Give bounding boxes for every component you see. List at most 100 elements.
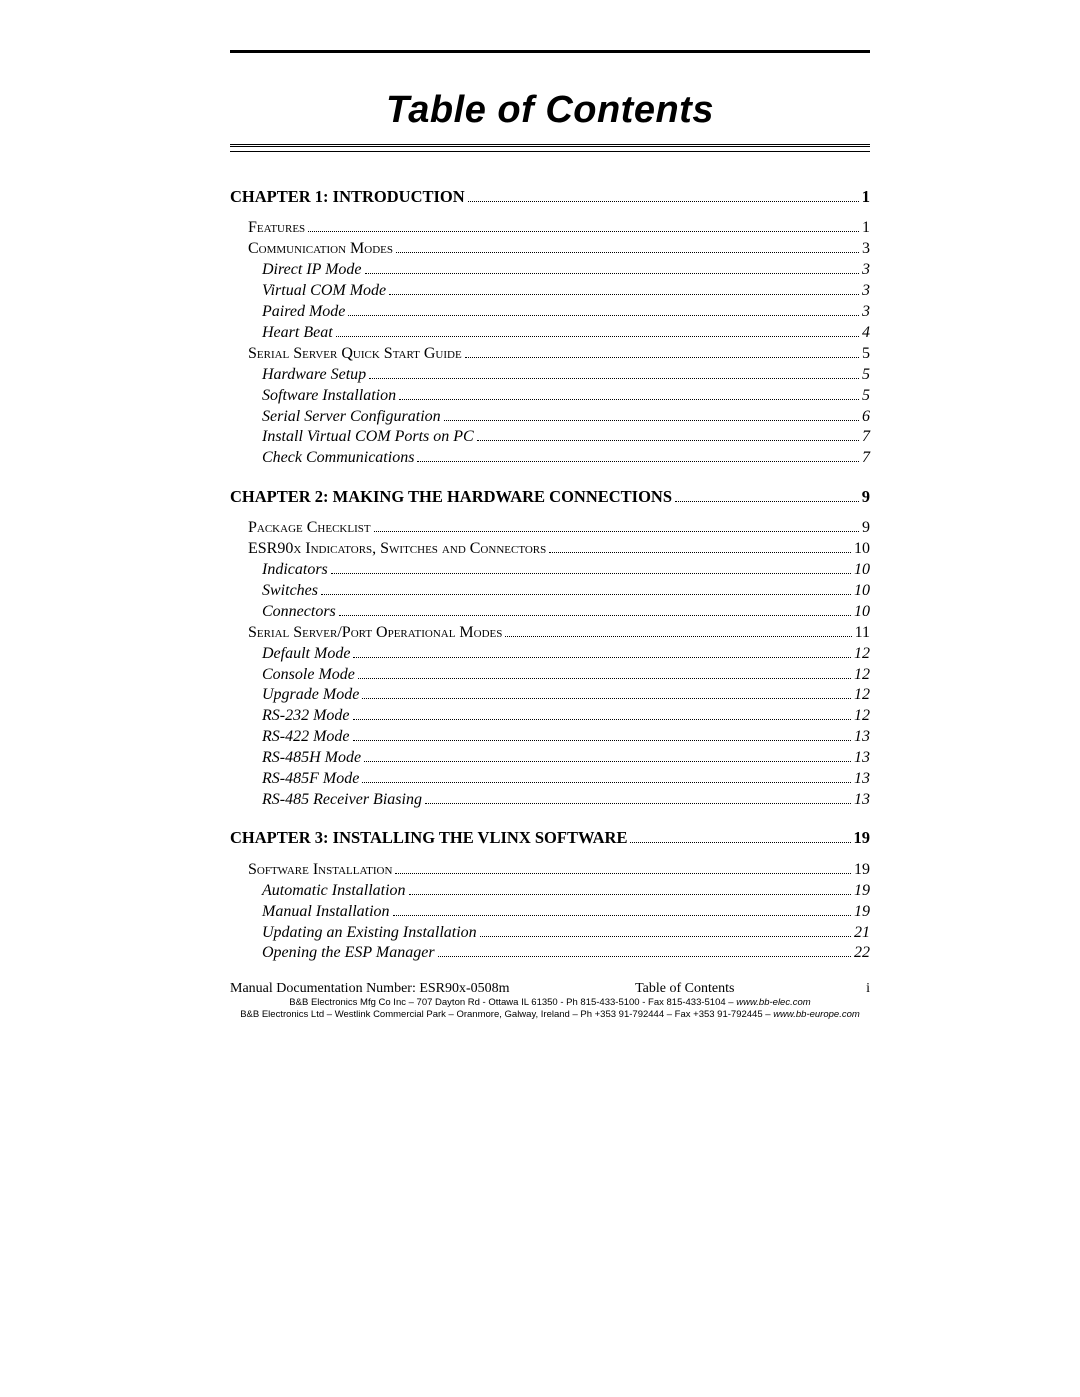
toc-entry-label: RS-232 Mode — [262, 706, 350, 726]
toc-dots — [468, 186, 859, 202]
toc-entry-page: 10 — [854, 539, 870, 559]
footer-meta: Manual Documentation Number: ESR90x-0508… — [230, 981, 870, 997]
toc-entry-page: 5 — [862, 365, 870, 385]
toc-entry-label: Features — [248, 218, 305, 238]
toc-chapter-page: 19 — [854, 828, 871, 848]
toc-dots — [417, 447, 859, 462]
toc-dots — [477, 426, 859, 441]
toc-dots — [331, 559, 851, 574]
toc-entry: Switches 10 — [230, 580, 870, 601]
doc-number: Manual Documentation Number: ESR90x-0508… — [230, 981, 510, 997]
document-title: Table of Contents — [230, 89, 870, 132]
toc-chapter: CHAPTER 2: MAKING THE HARDWARE CONNECTIO… — [230, 486, 870, 507]
toc-entry: RS-485F Mode13 — [230, 768, 870, 789]
toc-dots — [549, 538, 851, 553]
toc-entry-label: Connectors — [262, 602, 336, 622]
toc-dots — [336, 322, 859, 337]
toc-entry-page: 12 — [854, 644, 870, 664]
toc-entry: Direct IP Mode 3 — [230, 259, 870, 280]
toc-entry: Software Installation 19 — [230, 858, 870, 879]
toc-entry: Automatic Installation19 — [230, 879, 870, 900]
toc-entry-page: 9 — [862, 518, 870, 538]
toc-dots — [374, 517, 859, 532]
toc-entry-label: Serial Server Quick Start Guide — [248, 344, 462, 364]
toc-dots — [348, 301, 859, 316]
toc-entry: Heart Beat4 — [230, 322, 870, 343]
toc-entry-label: ESR90x Indicators, Switches and Connecto… — [248, 539, 546, 559]
toc-entry-page: 5 — [862, 344, 870, 364]
toc-entry-page: 7 — [862, 427, 870, 447]
toc-entry-label: Install Virtual COM Ports on PC — [262, 427, 474, 447]
toc-entry-page: 21 — [854, 923, 870, 943]
toc-chapter-page: 1 — [862, 187, 870, 207]
toc-entry: RS-232 Mode 12 — [230, 705, 870, 726]
toc-entry: Opening the ESP Manager 22 — [230, 942, 870, 963]
toc-dots — [396, 238, 859, 253]
toc-entry-label: Hardware Setup — [262, 365, 366, 385]
toc-entry-page: 19 — [854, 860, 870, 880]
toc-entry-page: 10 — [854, 581, 870, 601]
toc-dots — [399, 384, 859, 399]
toc-entry-page: 5 — [862, 386, 870, 406]
toc-dots — [444, 405, 859, 420]
toc-dots — [365, 259, 859, 274]
toc-dots — [321, 580, 851, 595]
toc-entry-label: Heart Beat — [262, 323, 333, 343]
toc-dots — [480, 921, 851, 936]
toc-dots — [362, 768, 851, 783]
toc-dots — [353, 642, 851, 657]
toc-entry-page: 13 — [854, 769, 870, 789]
toc-entry: Check Communications7 — [230, 447, 870, 468]
footer-center: Table of Contents — [510, 981, 860, 997]
toc-entry: Communication Modes3 — [230, 238, 870, 259]
toc-entry-label: RS-485 Receiver Biasing — [262, 790, 422, 810]
toc-entry-label: Opening the ESP Manager — [262, 943, 435, 963]
toc-entry-label: Direct IP Mode — [262, 260, 362, 280]
toc-entry: RS-422 Mode 13 — [230, 726, 870, 747]
toc-entry-page: 22 — [854, 943, 870, 963]
toc-dots — [630, 828, 850, 844]
toc-entry-label: Switches — [262, 581, 318, 601]
toc-dots — [438, 942, 851, 957]
toc-entry-label: RS-422 Mode — [262, 727, 350, 747]
toc-chapter: CHAPTER 3: INSTALLING THE VLINX SOFTWARE… — [230, 828, 870, 849]
toc-dots — [393, 900, 851, 915]
toc-entry: Package Checklist9 — [230, 517, 870, 538]
footer-page-number: i — [860, 981, 870, 997]
toc-entry-page: 3 — [862, 281, 870, 301]
toc-entry: Manual Installation19 — [230, 900, 870, 921]
toc-dots — [465, 342, 859, 357]
toc-entry-page: 1 — [862, 218, 870, 238]
toc-chapter-label: CHAPTER 3: INSTALLING THE VLINX SOFTWARE — [230, 828, 627, 848]
toc-entry-label: Communication Modes — [248, 239, 393, 259]
toc-dots — [369, 363, 859, 378]
toc-entry-label: Software Installation — [248, 860, 392, 880]
toc-entry: Software Installation5 — [230, 384, 870, 405]
toc-dots — [339, 600, 851, 615]
toc-dots — [308, 217, 859, 232]
toc: CHAPTER 1: INTRODUCTION1Features1Communi… — [230, 186, 870, 963]
toc-dots — [409, 879, 851, 894]
toc-dots — [353, 726, 851, 741]
toc-entry-label: Console Mode — [262, 665, 355, 685]
toc-entry-page: 13 — [854, 727, 870, 747]
toc-entry: Virtual COM Mode 3 — [230, 280, 870, 301]
toc-entry: Hardware Setup 5 — [230, 363, 870, 384]
toc-entry-label: Virtual COM Mode — [262, 281, 386, 301]
toc-entry: Install Virtual COM Ports on PC 7 — [230, 426, 870, 447]
toc-dots — [675, 486, 859, 502]
footer: Manual Documentation Number: ESR90x-0508… — [230, 981, 870, 1021]
toc-entry-label: Default Mode — [262, 644, 350, 664]
toc-entry-page: 10 — [854, 560, 870, 580]
toc-entry: Indicators10 — [230, 559, 870, 580]
toc-dots — [389, 280, 859, 295]
toc-entry-page: 13 — [854, 790, 870, 810]
footer-address-2: B&B Electronics Ltd – Westlink Commercia… — [230, 1009, 870, 1021]
toc-entry-page: 3 — [862, 302, 870, 322]
toc-entry-page: 12 — [854, 665, 870, 685]
toc-entry-page: 10 — [854, 602, 870, 622]
toc-entry-page: 12 — [854, 706, 870, 726]
toc-entry: Connectors 10 — [230, 600, 870, 621]
toc-entry-page: 3 — [862, 260, 870, 280]
toc-entry-page: 19 — [854, 881, 870, 901]
